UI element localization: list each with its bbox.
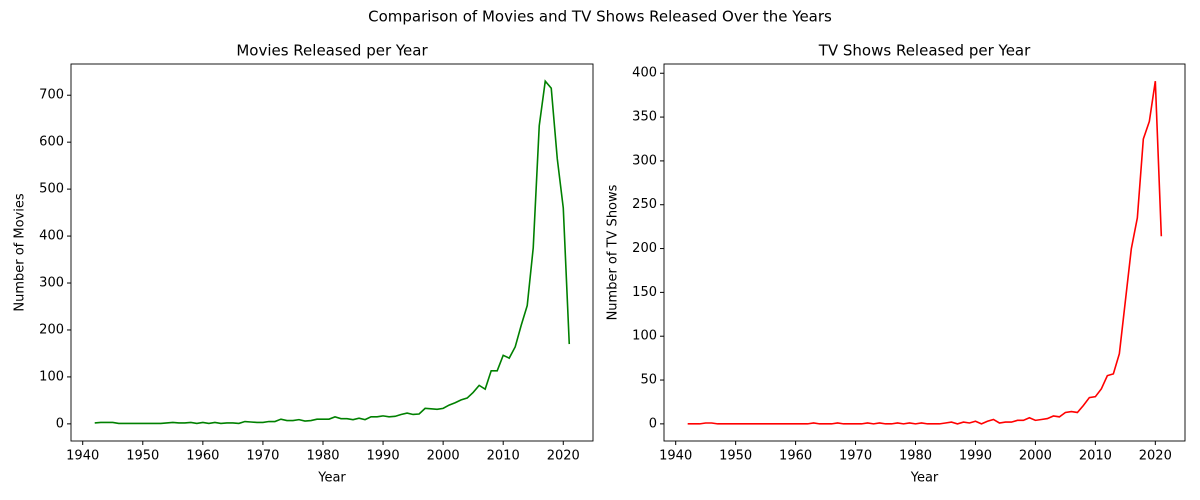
y-tick-label: 100 — [39, 369, 64, 384]
y-tick-label: 100 — [632, 329, 657, 344]
y-tick-label: 0 — [56, 416, 64, 431]
x-tick-label: 1990 — [367, 449, 400, 464]
x-tick-label: 1960 — [779, 449, 812, 464]
axes-frame — [663, 63, 1186, 442]
x-tick-label: 1940 — [66, 449, 99, 464]
x-tick-label: 2020 — [547, 449, 580, 464]
axes-frame — [70, 63, 594, 442]
axes-title: Movies Released per Year — [236, 42, 428, 60]
x-tick-label: 2020 — [1139, 449, 1172, 464]
y-tick-label: 250 — [632, 197, 657, 212]
y-tick-label: 50 — [640, 373, 657, 388]
x-tick-label: 1980 — [306, 449, 339, 464]
y-tick-label: 200 — [39, 322, 64, 337]
x-tick-label: 1970 — [246, 449, 279, 464]
axes-title: TV Shows Released per Year — [818, 42, 1031, 60]
y-tick-label: 600 — [39, 135, 64, 150]
x-tick-label: 2000 — [427, 449, 460, 464]
x-tick-label: 1970 — [839, 449, 872, 464]
x-tick-label: 2010 — [1079, 449, 1112, 464]
x-axis-label: Year — [317, 471, 346, 486]
x-tick-label: 1950 — [719, 449, 752, 464]
y-tick-label: 500 — [39, 182, 64, 197]
y-tick-label: 150 — [632, 285, 657, 300]
y-tick-label: 400 — [632, 66, 657, 81]
line — [94, 79, 571, 425]
line — [687, 81, 1163, 425]
y-tick-label: 300 — [632, 153, 657, 168]
x-axis-label: Year — [910, 471, 939, 486]
y-tick-label: 200 — [632, 241, 657, 256]
y-tick-label: 400 — [39, 229, 64, 244]
y-tick-label: 300 — [39, 276, 64, 291]
y-tick-label: 700 — [39, 88, 64, 103]
x-tick-label: 2010 — [487, 449, 520, 464]
x-tick-label: 1940 — [659, 449, 692, 464]
y-tick-label: 0 — [649, 416, 657, 431]
y-tick-label: 350 — [632, 110, 657, 125]
x-tick-label: 1960 — [186, 449, 219, 464]
x-tick-label: 2000 — [1019, 449, 1052, 464]
y-axis-label: Number of Movies — [13, 193, 28, 311]
y-axis-label: Number of TV Shows — [606, 184, 621, 320]
figure-title: Comparison of Movies and TV Shows Releas… — [368, 8, 832, 26]
x-tick-label: 1990 — [959, 449, 992, 464]
x-tick-label: 1980 — [899, 449, 932, 464]
x-tick-label: 1950 — [126, 449, 159, 464]
